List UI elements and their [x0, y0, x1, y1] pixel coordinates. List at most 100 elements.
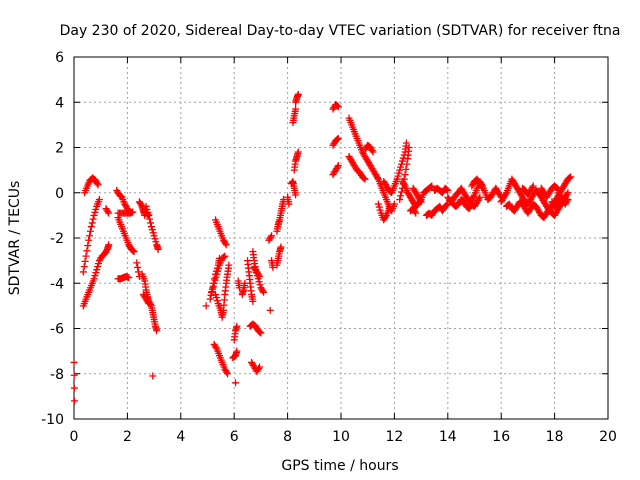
- x-tick-label: 16: [492, 429, 510, 445]
- data-point: [219, 254, 227, 262]
- data-point: [124, 239, 132, 247]
- data-point: [144, 208, 152, 216]
- data-point: [232, 324, 240, 332]
- data-point: [284, 198, 292, 206]
- data-point: [214, 267, 222, 275]
- data-point: [222, 283, 230, 291]
- data-point: [250, 254, 258, 262]
- data-point: [82, 184, 90, 192]
- data-point: [120, 198, 128, 206]
- data-point: [405, 190, 413, 198]
- data-point: [347, 119, 355, 127]
- data-point: [128, 246, 136, 254]
- data-point: [256, 281, 264, 289]
- data-point: [255, 271, 263, 279]
- data-point: [134, 263, 142, 271]
- data-point: [246, 275, 254, 283]
- data-point: [367, 163, 375, 171]
- data-point: [519, 202, 527, 210]
- data-point: [562, 199, 570, 207]
- data-point: [390, 202, 398, 210]
- x-axis-label: GPS time / hours: [281, 458, 398, 474]
- data-point: [294, 150, 302, 158]
- data-point: [102, 247, 110, 255]
- data-point: [255, 328, 263, 336]
- data-point: [148, 226, 156, 234]
- data-point: [151, 235, 159, 243]
- data-point: [538, 186, 546, 194]
- data-point: [535, 208, 543, 216]
- data-point: [470, 193, 478, 201]
- data-point: [145, 211, 153, 219]
- data-point: [472, 186, 480, 194]
- x-tick-label: 0: [70, 429, 79, 445]
- data-point: [215, 349, 223, 357]
- data-point: [147, 223, 155, 231]
- data-point: [398, 188, 406, 196]
- data-point: [94, 198, 102, 206]
- data-point: [395, 169, 403, 177]
- data-point: [519, 195, 527, 203]
- data-point: [266, 235, 274, 243]
- data-point: [333, 135, 341, 143]
- data-point: [213, 297, 221, 305]
- axis-ticks: 0 2 4 6 8 10 12 14 16 18 20 -10 -8 -6 -4 -2 0 2 4 6: [41, 50, 617, 445]
- data-point: [427, 183, 435, 191]
- data-point: [222, 367, 230, 375]
- data-point: [351, 163, 359, 171]
- data-point: [471, 201, 479, 209]
- data-point: [362, 154, 370, 162]
- data-point: [212, 273, 220, 281]
- data-point: [461, 190, 469, 198]
- data-point: [402, 165, 410, 173]
- data-point: [390, 184, 398, 192]
- data-point: [376, 206, 384, 214]
- data-point: [84, 242, 92, 250]
- data-point: [474, 177, 482, 185]
- data-point: [206, 295, 214, 303]
- data-point: [397, 163, 405, 171]
- data-point: [70, 384, 78, 392]
- data-point: [291, 107, 299, 115]
- data-point: [565, 174, 573, 182]
- data-point: [239, 288, 247, 296]
- data-point: [399, 179, 407, 187]
- y-tick-label: -6: [50, 322, 64, 338]
- data-point: [374, 200, 382, 208]
- data-point: [143, 205, 151, 213]
- data-point: [439, 205, 447, 213]
- data-point: [103, 206, 111, 214]
- data-point: [527, 194, 535, 202]
- data-point: [443, 201, 451, 209]
- data-point: [383, 183, 391, 191]
- y-tick-label: -2: [50, 231, 64, 247]
- data-point: [140, 275, 148, 283]
- y-tick-label: 2: [55, 141, 64, 157]
- data-point: [357, 170, 365, 178]
- data-point: [255, 364, 263, 372]
- data-point: [275, 250, 283, 258]
- data-point: [509, 177, 517, 185]
- data-point: [83, 247, 91, 255]
- data-point: [352, 132, 360, 140]
- data-point: [563, 190, 571, 198]
- data-point: [562, 178, 570, 186]
- data-point: [551, 183, 559, 191]
- data-point: [290, 182, 298, 190]
- data-point: [293, 154, 300, 162]
- data-point: [258, 285, 266, 293]
- data-point: [140, 292, 148, 300]
- data-point: [333, 165, 341, 173]
- data-point: [487, 192, 495, 200]
- data-point: [220, 296, 228, 304]
- data-point: [474, 196, 482, 204]
- data-point: [208, 285, 216, 293]
- data-point: [149, 372, 157, 380]
- x-tick-label: 2: [123, 429, 132, 445]
- data-point: [208, 288, 216, 296]
- data-point: [93, 179, 101, 187]
- data-point: [514, 186, 522, 194]
- data-point: [71, 397, 79, 405]
- data-point: [248, 360, 256, 368]
